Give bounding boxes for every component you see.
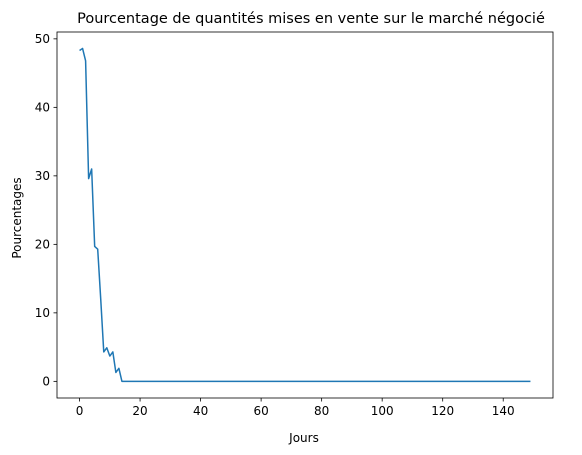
x-tick-label-140: 140: [492, 404, 515, 418]
plot-area: 0 20 40 60 80 100 120 140 0 10 20 30 40 50: [35, 31, 554, 418]
x-tick-label-20: 20: [132, 404, 147, 418]
x-axis-label: Jours: [288, 431, 319, 445]
y-tick-label-40: 40: [35, 100, 50, 114]
x-tick-label-0: 0: [76, 404, 84, 418]
x-tick-label-120: 120: [431, 404, 454, 418]
x-tick-label-100: 100: [371, 404, 394, 418]
y-tick-label-50: 50: [35, 32, 50, 46]
chart-title: Pourcentage de quantités mises en vente …: [77, 11, 545, 27]
x-tick-label-80: 80: [314, 404, 329, 418]
y-axis-label: Pourcentages: [10, 177, 24, 258]
axes-frame: [56, 31, 554, 399]
y-tick-label-10: 10: [35, 306, 50, 320]
x-tick-label-40: 40: [193, 404, 208, 418]
y-tick-label-20: 20: [35, 237, 50, 251]
y-tick-label-30: 30: [35, 169, 50, 183]
y-tick-label-0: 0: [42, 374, 50, 388]
series-line-0: [79, 47, 531, 383]
x-tick-label-60: 60: [253, 404, 268, 418]
